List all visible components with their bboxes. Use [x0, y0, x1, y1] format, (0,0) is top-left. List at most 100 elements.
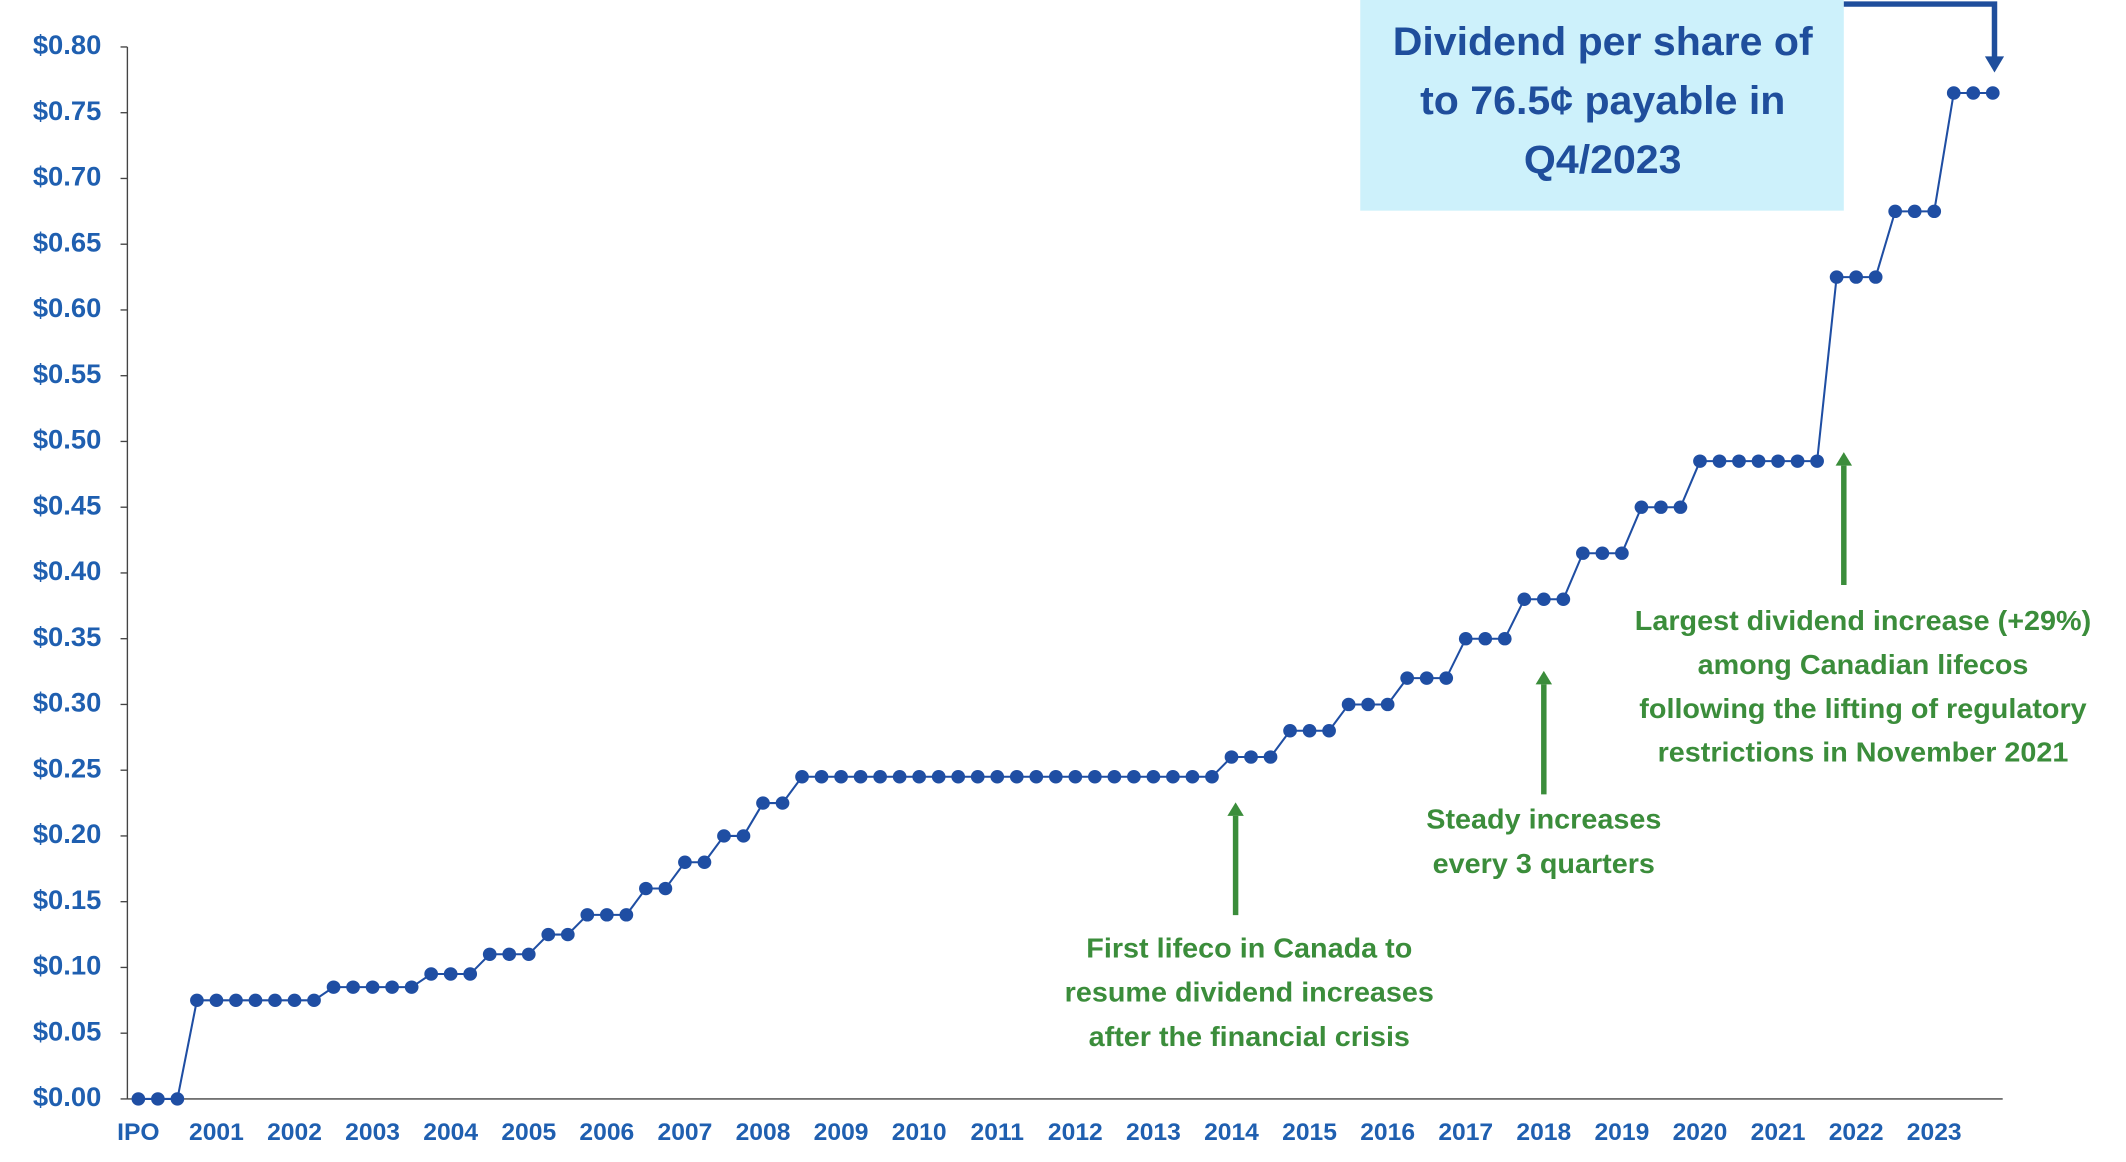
dividend-point — [463, 967, 478, 981]
y-tick-label: $0.80 — [33, 29, 102, 60]
dividend-point — [268, 993, 282, 1008]
dividend-point — [1263, 750, 1278, 764]
dividend-point — [853, 770, 868, 784]
dividend-point — [151, 1092, 165, 1106]
dividend-point — [736, 829, 751, 843]
dividend-point — [1185, 770, 1200, 784]
dividend-point — [1068, 770, 1083, 784]
dividend-point — [1751, 454, 1766, 468]
dividend-point — [1693, 454, 1707, 468]
dividend-point — [1087, 770, 1102, 784]
callout-box — [1360, 0, 1844, 211]
y-tick-label: $0.50 — [33, 424, 102, 455]
annotation-text: First lifeco in Canada to — [1086, 933, 1412, 965]
x-tick-label: 2003 — [345, 1119, 400, 1146]
annotation-text: Largest dividend increase (+29%) — [1635, 605, 2091, 637]
dividend-point — [775, 796, 790, 810]
callout-arrow — [1984, 56, 2005, 73]
dividend-point — [1595, 546, 1610, 560]
x-tick-label: 2002 — [267, 1119, 322, 1146]
dividend-point — [1302, 724, 1317, 738]
dividend-point — [1361, 697, 1375, 712]
dividend-point — [580, 908, 595, 922]
y-tick-label: $0.35 — [33, 621, 102, 652]
x-tick-label: 2022 — [1829, 1119, 1884, 1146]
dividend-point — [795, 770, 809, 784]
dividend-point — [1712, 454, 1727, 468]
x-tick-label: 2019 — [1594, 1119, 1649, 1146]
x-tick-label: 2016 — [1360, 1119, 1415, 1146]
x-tick-label: 2023 — [1907, 1119, 1962, 1146]
dividend-point — [307, 993, 321, 1008]
dividend-point — [1888, 204, 1903, 219]
dividend-point — [1771, 454, 1785, 468]
dividend-point — [1985, 86, 2000, 100]
dividend-point — [170, 1092, 185, 1106]
dividend-point — [326, 980, 341, 994]
y-tick-label: $0.25 — [33, 753, 102, 784]
x-tick-label: 2011 — [971, 1119, 1024, 1146]
dividend-point — [1849, 270, 1863, 284]
x-tick-label: 2015 — [1282, 1119, 1337, 1146]
x-tick-label: 2007 — [658, 1119, 713, 1146]
dividend-point — [1322, 724, 1336, 738]
callout-text: Dividend per share of — [1393, 18, 1813, 64]
dividend-point — [1029, 770, 1044, 784]
dividend-point — [190, 993, 204, 1008]
dividend-point — [1107, 770, 1122, 784]
dividend-point — [560, 927, 575, 942]
y-tick-label: $0.55 — [33, 358, 102, 389]
dividend-point — [1634, 500, 1649, 514]
dividend-point — [619, 908, 634, 922]
dividend-point — [1048, 770, 1063, 784]
annotation-text: after the financial crisis — [1089, 1021, 1410, 1053]
dividend-point — [482, 947, 497, 961]
dividend-point — [1380, 697, 1395, 712]
dividend-point — [1615, 546, 1629, 560]
dividend-point — [1946, 86, 1961, 100]
dividend-point — [365, 980, 380, 994]
y-tick-label: $0.10 — [33, 950, 102, 981]
dividend-point — [1829, 270, 1844, 284]
dividend-point — [1907, 204, 1922, 219]
dividend-point — [502, 947, 517, 961]
dividend-point — [1673, 500, 1688, 514]
dividend-point — [1927, 204, 1942, 219]
dividend-point — [756, 796, 770, 810]
x-tick-label: 2005 — [501, 1119, 556, 1146]
dividend-point — [229, 993, 243, 1008]
y-tick-label: $0.05 — [33, 1016, 102, 1047]
dividend-point — [1732, 454, 1746, 468]
x-tick-label: 2009 — [814, 1119, 869, 1146]
dividend-point — [697, 855, 712, 869]
dividend-point — [1478, 631, 1493, 646]
green-arrows — [1227, 452, 1853, 916]
dividend-point — [1439, 671, 1454, 685]
dividend-point — [1576, 546, 1590, 560]
annotation-text: every 3 quarters — [1433, 848, 1655, 880]
y-tick-label: $0.30 — [33, 687, 102, 718]
y-tick-label: $0.75 — [33, 95, 102, 126]
annotation-text: resume dividend increases — [1065, 977, 1434, 1009]
x-tick-label: 2018 — [1516, 1119, 1571, 1146]
dividend-point — [1341, 697, 1356, 712]
y-tick-label: $0.15 — [33, 884, 102, 915]
dividend-point — [970, 770, 985, 784]
x-tick-label: 2013 — [1126, 1119, 1181, 1146]
dividend-point — [1224, 750, 1239, 764]
dividend-point — [443, 967, 458, 981]
x-tick-label: 2010 — [892, 1119, 947, 1146]
annotation-text: following the lifting of regulatory — [1639, 693, 2087, 725]
dividend-point — [1205, 770, 1219, 784]
x-tick-label: 2012 — [1048, 1119, 1103, 1146]
dividend-point — [1966, 86, 1981, 100]
dividend-point — [814, 770, 829, 784]
dividend-point — [1419, 671, 1434, 685]
dividend-point — [1146, 770, 1161, 784]
y-tick-label: $0.00 — [33, 1081, 102, 1112]
dividend-point — [404, 980, 419, 994]
dividend-point — [287, 993, 302, 1008]
dividend-point — [209, 993, 224, 1008]
dividend-point — [424, 967, 439, 981]
dividend-point — [912, 770, 927, 784]
